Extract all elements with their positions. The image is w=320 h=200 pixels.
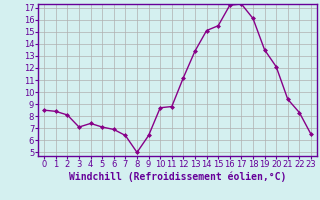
X-axis label: Windchill (Refroidissement éolien,°C): Windchill (Refroidissement éolien,°C) — [69, 172, 286, 182]
